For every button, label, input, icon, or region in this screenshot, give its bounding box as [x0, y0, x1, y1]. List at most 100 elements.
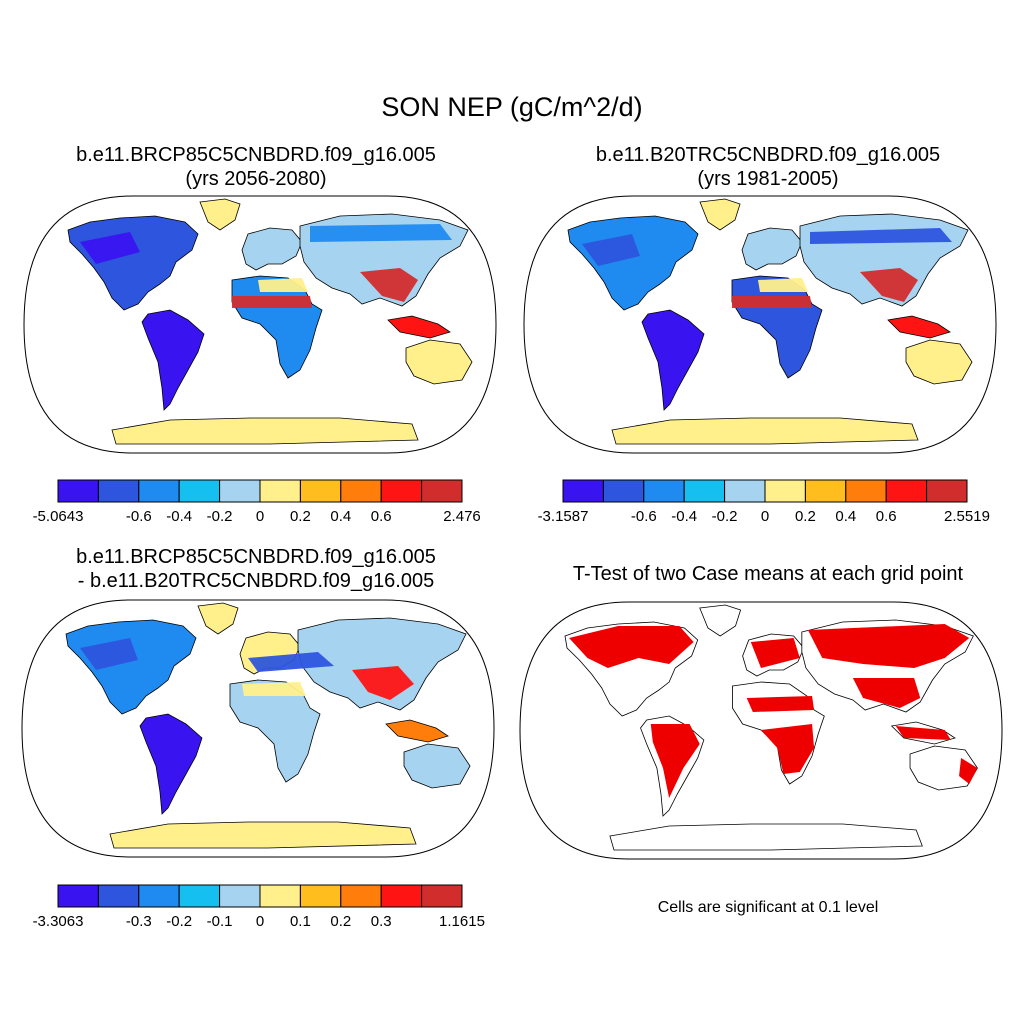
map-ttest-significant-area-2 — [807, 624, 970, 668]
map-future-greenland — [199, 198, 241, 231]
map-ttest-significant-area-4 — [746, 696, 815, 712]
map-future-europe — [241, 227, 303, 271]
colorbar-difference-swatch-2 — [97, 884, 140, 908]
colorbar-future-tick-label: -0.6 — [126, 508, 152, 525]
map-ttest-significant-area-9 — [959, 758, 978, 784]
map-difference-region-3 — [242, 682, 306, 696]
map-ttest-significant-area-7 — [761, 724, 815, 774]
colorbar-future-swatch-6 — [259, 479, 301, 503]
map-difference-antarctica — [109, 821, 417, 849]
map-historical-north-america — [567, 215, 699, 311]
map-historical-region-5 — [582, 234, 640, 266]
colorbar-difference-tick-label: -0.3 — [126, 913, 152, 930]
colorbar-difference-tick-label: 0.1 — [290, 913, 311, 930]
map-future-maritime — [387, 315, 451, 339]
map-future-antarctica — [111, 417, 419, 445]
colorbar-difference-swatch-5 — [219, 884, 261, 908]
colorbar-future-tick-label: 0.6 — [371, 508, 392, 525]
map-difference-region-4 — [80, 638, 138, 670]
colorbar-difference: -3.3063 -0.3 -0.2 -0.1 0 0.1 0.2 0.3 1.1615 — [33, 884, 485, 930]
map-future-australia — [405, 339, 473, 385]
colorbar-difference-tick-label: -3.3063 — [33, 913, 84, 930]
colorbar-historical-swatch-7 — [804, 479, 847, 503]
colorbar-difference-swatch-4 — [178, 884, 221, 908]
colorbar-difference-tick-label: -0.2 — [166, 913, 192, 930]
colorbar-future: -5.0643 -0.6 -0.4 -0.2 0 0.2 0.4 0.6 2.476 — [33, 479, 481, 525]
map-ttest-australia — [909, 745, 978, 791]
map-future-region-1 — [232, 296, 312, 308]
map-future-frame — [23, 195, 497, 454]
map-difference-north-america — [65, 619, 197, 715]
colorbar-difference-swatch-10 — [421, 884, 463, 908]
map-difference-south-america — [139, 713, 203, 815]
figure-title: SON NEP (gC/m^2/d) — [381, 92, 643, 122]
colorbar-historical-tick-label: 0.4 — [835, 508, 856, 525]
colorbar-historical-swatch-4 — [683, 479, 726, 503]
colorbar-historical-tick-label: -3.1587 — [538, 508, 589, 525]
map-panel-difference — [21, 599, 495, 858]
panel-1-title: b.e11.BRCP85C5CNBDRD.f09_g16.005 (yrs 20… — [20, 143, 492, 191]
colorbar-future-tick-label: 0 — [256, 508, 264, 525]
panel-4-title: T-Test of two Case means at each grid po… — [520, 562, 1016, 586]
colorbar-historical-tick-label: -0.2 — [712, 508, 738, 525]
colorbar-historical-swatch-1 — [562, 479, 604, 503]
map-future-region-4 — [310, 224, 452, 242]
colorbar-future-tick-label: -0.2 — [207, 508, 233, 525]
map-ttest-significant-area-6 — [650, 724, 700, 798]
colorbar-historical-swatch-5 — [724, 479, 766, 503]
map-future-region-2 — [360, 268, 418, 302]
panel-2-title-line1: b.e11.B20TRC5CNBDRD.f09_g16.005 — [595, 144, 941, 166]
colorbar-historical-tick-label: 0.6 — [876, 508, 897, 525]
panel-4-title-line1: T-Test of two Case means at each grid po… — [572, 563, 964, 585]
panel-1-title-line2: (yrs 2056-2080) — [185, 168, 327, 190]
colorbar-future-swatch-4 — [178, 479, 221, 503]
map-difference-region-1 — [248, 652, 334, 672]
colorbar-historical-tick-label: 0.2 — [795, 508, 816, 525]
colorbar-future-swatch-5 — [219, 479, 261, 503]
colorbar-future-swatch-3 — [138, 479, 180, 503]
map-historical-antarctica — [611, 417, 919, 445]
colorbar-future-tick-label: 0.2 — [290, 508, 311, 525]
map-panel-future — [23, 195, 497, 454]
colorbar-difference-swatch-3 — [138, 884, 180, 908]
colorbar-difference-swatch-6 — [259, 884, 301, 908]
colorbar-future-swatch-9 — [380, 479, 423, 503]
colorbar-difference-tick-label: 0 — [256, 913, 264, 930]
colorbar-future-swatch-2 — [97, 479, 140, 503]
colorbar-difference-swatch-1 — [57, 884, 99, 908]
map-historical-region-4 — [810, 228, 952, 244]
map-future-south-america — [141, 309, 205, 411]
panel-3-title-line2: - b.e11.B20TRC5CNBDRD.f09_g16.005 — [77, 570, 435, 592]
map-panel-historical — [523, 195, 997, 454]
colorbar-future-tick-label: 2.476 — [443, 508, 481, 525]
colorbar-difference-tick-label: 0.2 — [330, 913, 351, 930]
map-ttest-frame — [519, 601, 1003, 860]
panel-2-title: b.e11.B20TRC5CNBDRD.f09_g16.005 (yrs 198… — [532, 143, 1004, 191]
map-ttest-significant-area-5 — [852, 678, 921, 708]
map-historical-europe — [741, 227, 803, 271]
map-historical-region-1 — [732, 296, 812, 308]
colorbar-difference-swatch-9 — [380, 884, 423, 908]
colorbar-historical: -3.1587 -0.6 -0.4 -0.2 0 0.2 0.4 0.6 2.5519 — [538, 479, 990, 525]
colorbar-future-swatch-7 — [299, 479, 342, 503]
colorbar-historical-tick-label: -0.4 — [671, 508, 697, 525]
colorbar-difference-tick-label: 1.1615 — [439, 913, 485, 930]
map-historical-greenland — [699, 198, 741, 231]
map-historical-australia — [905, 339, 973, 385]
colorbar-difference-tick-label: -0.1 — [207, 913, 233, 930]
map-future-region-5 — [80, 232, 140, 264]
map-historical-region-3 — [758, 278, 808, 292]
colorbar-historical-tick-label: -0.6 — [631, 508, 657, 525]
map-difference-australia — [403, 743, 471, 789]
map-difference-asia — [297, 617, 467, 711]
map-historical-region-2 — [860, 268, 918, 302]
colorbar-future-swatch-10 — [421, 479, 463, 503]
map-historical-maritime — [887, 315, 951, 339]
map-ttest-significant-area-8 — [895, 726, 951, 740]
map-panel-ttest — [519, 601, 1003, 860]
colorbar-historical-swatch-2 — [602, 479, 645, 503]
colorbar-historical-tick-label: 2.5519 — [944, 508, 990, 525]
significance-note: Cells are significant at 0.1 level — [657, 899, 879, 916]
map-difference-maritime — [385, 719, 449, 743]
map-difference-greenland — [197, 602, 239, 635]
